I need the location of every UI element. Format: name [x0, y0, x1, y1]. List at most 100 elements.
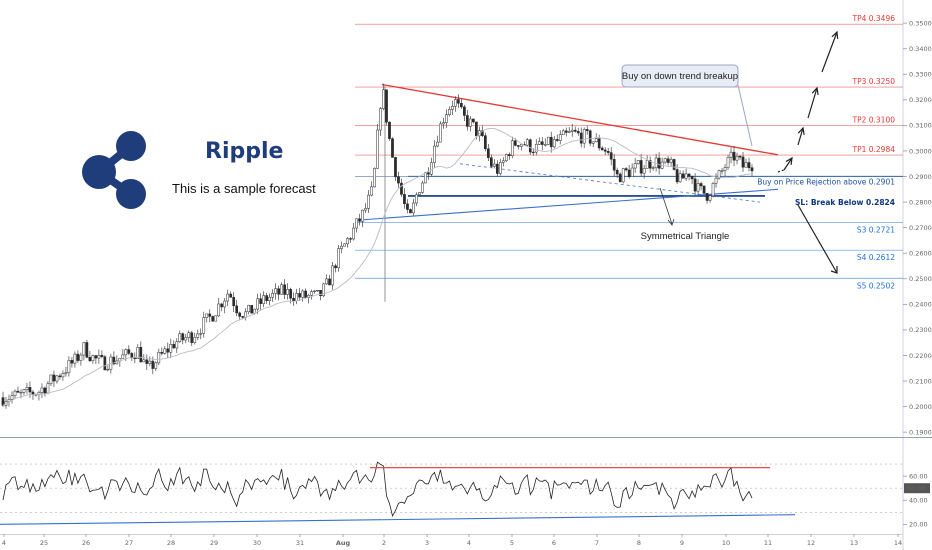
rsi-tick-label: 60.00 — [909, 472, 928, 480]
candle-body — [675, 169, 679, 183]
candle-body — [412, 202, 415, 214]
candle-body — [445, 114, 448, 123]
candle-body — [364, 208, 367, 211]
candle-body — [747, 162, 751, 168]
candle-body — [283, 284, 286, 295]
candle-body — [750, 167, 754, 172]
candle-body — [295, 293, 298, 301]
candle-body — [663, 158, 667, 163]
candle-body — [334, 265, 337, 269]
forecast-arrow-up — [807, 87, 818, 119]
candle-body — [489, 157, 493, 167]
candle-body — [229, 293, 233, 298]
candle-body — [561, 130, 565, 135]
time-tick-label: 25 — [40, 539, 48, 547]
level-label: TP4 0.3496 — [851, 14, 895, 23]
candle-body — [394, 157, 397, 178]
candle-body — [370, 186, 373, 196]
candle-body — [421, 182, 424, 193]
level-label: S3 0.2721 — [857, 225, 895, 234]
candle-body — [651, 167, 655, 169]
candle-body — [687, 173, 691, 177]
candle-body — [633, 163, 637, 169]
price-tick-label: 0.19000 — [909, 428, 932, 436]
forecast-arrow-up — [783, 157, 793, 171]
candle-body — [546, 136, 550, 145]
candle-body — [70, 360, 74, 364]
candle-body — [88, 357, 92, 361]
candle-body — [328, 278, 331, 286]
candle-body — [648, 160, 652, 169]
candle-body — [415, 194, 418, 204]
candle-body — [361, 209, 364, 222]
candle-body — [403, 194, 406, 205]
candle-body — [49, 374, 53, 384]
candle-body — [106, 368, 110, 371]
candle-body — [82, 342, 86, 356]
candle-body — [130, 353, 134, 358]
candle-body — [256, 298, 260, 310]
candle-body — [642, 168, 646, 174]
time-tick-label: 2 — [382, 539, 386, 547]
candle-body — [367, 194, 370, 209]
time-tick-label: 10 — [722, 539, 730, 547]
candle-body — [166, 348, 170, 353]
candle-body — [55, 375, 59, 382]
candle-body — [190, 332, 194, 343]
candle-body — [744, 162, 748, 168]
candle-body — [103, 356, 107, 371]
candle-body — [576, 131, 580, 134]
candle-body — [100, 355, 104, 357]
candle-body — [277, 288, 280, 295]
time-tick-label: 30 — [253, 539, 261, 547]
candle-body — [136, 347, 140, 359]
candle-body — [585, 129, 589, 132]
brand-title: Ripple — [205, 139, 283, 164]
candle-body — [600, 147, 604, 151]
candle-body — [615, 169, 619, 175]
candle-body — [385, 89, 388, 123]
candle-body — [316, 289, 319, 292]
candle-body — [693, 178, 697, 192]
rsi-line — [2, 461, 753, 517]
time-tick-label: 4 — [467, 539, 471, 547]
candle-body — [439, 123, 442, 143]
candle-body — [570, 129, 574, 132]
forecast-arrow-head — [811, 86, 819, 96]
candle-body — [540, 141, 544, 145]
candle-body — [181, 333, 185, 341]
candle-body — [678, 173, 682, 183]
candle-body — [331, 265, 334, 286]
candle-body — [358, 218, 361, 222]
candle-body — [28, 387, 32, 393]
rsi-current-value: 50.00 — [907, 485, 926, 493]
candle-body — [498, 162, 502, 174]
candle-body — [121, 354, 125, 359]
candle-body — [681, 173, 685, 179]
candle-body — [172, 344, 176, 349]
candle-body — [214, 315, 218, 322]
candle-body — [94, 355, 98, 359]
candle-body — [513, 140, 517, 146]
candle-body — [382, 89, 385, 109]
time-tick-label: 14 — [894, 539, 902, 547]
candle-body — [25, 387, 29, 391]
candle-body — [525, 139, 529, 146]
candle-body — [627, 169, 631, 177]
candle-body — [376, 129, 379, 169]
candle-body — [304, 290, 307, 298]
candle-body — [448, 109, 451, 115]
candle-body — [43, 387, 47, 394]
candle-body — [271, 293, 274, 298]
candle-body — [259, 298, 263, 304]
candle-body — [469, 118, 472, 127]
candle-body — [516, 145, 520, 147]
